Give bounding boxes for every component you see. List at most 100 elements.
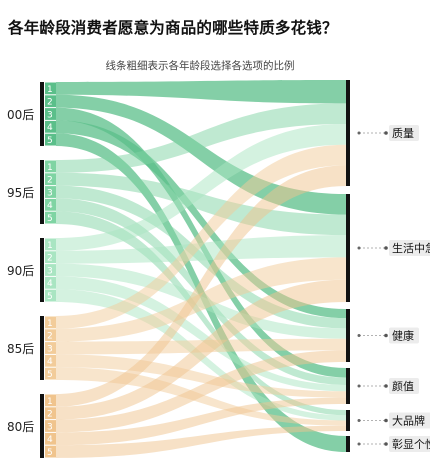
source-item-90后-4 [45, 276, 56, 289]
target-leader-dot [357, 442, 361, 446]
source-item-90后-5 [45, 289, 56, 302]
source-item-80后-4 [45, 432, 56, 445]
source-label-85后: 85后 [7, 342, 34, 356]
source-item-label: 2 [47, 410, 53, 420]
target-bar-颜值 [346, 368, 350, 404]
target-bar-彰显个性 [346, 436, 350, 452]
source-item-80后-2 [45, 407, 56, 420]
source-item-label: 5 [47, 292, 53, 302]
target-leader-dot [384, 246, 388, 250]
target-label-生活中急需: 生活中急需 [392, 241, 430, 255]
flow-95后-1-质量 [56, 103, 346, 173]
source-item-00后-4 [45, 120, 56, 133]
source-item-label: 2 [47, 332, 53, 342]
source-item-label: 4 [47, 123, 53, 133]
target-leader-dot [357, 131, 361, 135]
target-label-健康: 健康 [392, 329, 414, 343]
source-item-00后-1 [45, 82, 56, 95]
target-leader-dot [357, 384, 361, 388]
source-item-label: 5 [47, 214, 53, 224]
source-item-95后-3 [45, 186, 56, 198]
source-label-00后: 00后 [7, 108, 34, 122]
target-bar-生活中急需 [346, 194, 350, 302]
chart-title: 各年龄段消费者愿意为商品的哪些特质多花钱？ [8, 19, 338, 37]
target-leader-dot [384, 418, 388, 423]
flow-85后-1-质量 [56, 144, 346, 329]
chart-subtitle: 线条粗细表示各年龄段选择各选项的比例 [105, 60, 295, 72]
target-label-质量: 质量 [392, 127, 414, 140]
target-label-bg [389, 125, 419, 141]
source-item-85后-2 [45, 329, 56, 342]
source-item-85后-3 [45, 342, 56, 354]
target-bar-质量 [346, 80, 350, 186]
flow-00后-2-生活中急需 [56, 94, 346, 215]
source-item-90后-3 [45, 264, 56, 276]
target-leader-dot [357, 419, 361, 422]
target-label-大品牌: 大品牌 [392, 414, 425, 428]
flow-95后-2-生活中急需 [56, 172, 346, 236]
source-item-label: 3 [47, 110, 53, 120]
source-item-label: 2 [47, 98, 53, 108]
target-leader-dot [384, 442, 388, 446]
flow-85后-4-颜值 [56, 354, 346, 398]
target-label-彰显个性: 彰显个性 [392, 437, 430, 451]
flow-00后-4-健康 [56, 120, 346, 319]
source-item-label: 3 [47, 344, 53, 354]
target-label-bg [389, 327, 419, 344]
source-item-label: 2 [47, 254, 53, 264]
flow-80后-3-健康 [56, 350, 346, 433]
flow-80后-4-颜值 [56, 397, 346, 446]
target-label-bg [389, 412, 430, 429]
target-leader-dot [384, 384, 388, 388]
source-item-00后-2 [45, 95, 56, 108]
source-item-label: 2 [47, 176, 53, 186]
source-label-80后: 80后 [7, 420, 34, 434]
target-leader-dot [357, 334, 361, 337]
source-item-95后-4 [45, 198, 56, 211]
source-item-label: 4 [47, 279, 53, 289]
source-bar-95后 [40, 160, 44, 224]
source-item-label: 1 [47, 319, 53, 329]
source-item-85后-5 [45, 367, 56, 380]
source-item-label: 1 [47, 397, 53, 407]
target-label-颜值: 颜值 [392, 380, 414, 393]
source-item-label: 5 [47, 448, 53, 458]
source-item-label: 3 [47, 422, 53, 432]
source-item-80后-1 [45, 394, 56, 407]
flow-00后-1-质量 [56, 80, 346, 104]
target-label-bg [389, 436, 430, 452]
source-item-label: 5 [47, 370, 53, 380]
source-item-label: 4 [47, 435, 53, 445]
source-item-label: 4 [47, 201, 53, 211]
flow-90后-1-质量 [56, 124, 346, 251]
source-item-80后-3 [45, 420, 56, 432]
flow-layer [56, 80, 346, 458]
source-item-80后-5 [45, 445, 56, 458]
source-item-label: 3 [47, 266, 53, 276]
source-label-95后: 95后 [7, 186, 34, 200]
source-item-label: 3 [47, 188, 53, 198]
flow-85后-2-生活中急需 [56, 257, 346, 342]
flow-95后-5-大品牌 [56, 211, 346, 416]
source-item-label: 5 [47, 136, 53, 146]
target-label-bg [389, 240, 430, 256]
target-leader-dot [384, 131, 388, 135]
source-item-label: 1 [47, 163, 53, 173]
target-bar-大品牌 [346, 410, 350, 431]
source-bar-85后 [40, 316, 44, 380]
source-item-label: 1 [47, 241, 53, 251]
source-item-85后-4 [45, 354, 56, 367]
flow-80后-1-质量 [56, 165, 346, 407]
source-item-label: 4 [47, 357, 53, 367]
source-item-95后-5 [45, 211, 56, 224]
source-bar-80后 [40, 394, 44, 458]
source-item-95后-1 [45, 160, 56, 173]
source-item-00后-3 [45, 108, 56, 120]
flow-90后-4-颜值 [56, 276, 346, 392]
target-leader-dot [357, 246, 361, 250]
flow-80后-5-大品牌 [56, 425, 346, 458]
node-layer: 1 2 3 4 5 00后 1 2 3 4 5 95后 1 2 3 4 5 90后 1 2 3 4 5 85后 1 2 3 4 5 80后… [7, 80, 430, 458]
source-item-95后-2 [45, 173, 56, 186]
